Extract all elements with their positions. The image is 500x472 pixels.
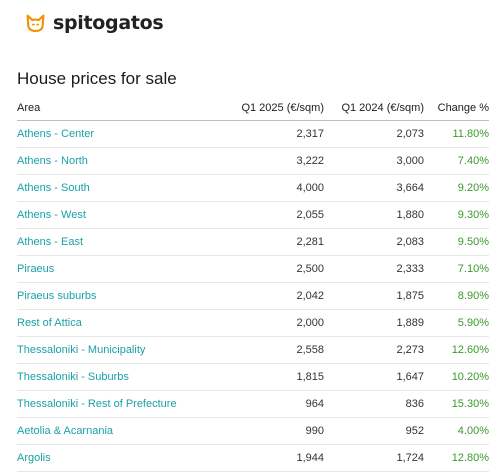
table-row: Aetolia & Acarnania 990 952 4.00% — [17, 417, 489, 445]
table-row: Piraeus 2,500 2,333 7.10% — [17, 255, 489, 283]
q1-2025-cell: 4,000 — [217, 174, 324, 202]
table-row: Athens - North 3,222 3,000 7.40% — [17, 147, 489, 175]
page-title: House prices for sale — [17, 69, 177, 88]
change-cell: 11.80% — [424, 120, 489, 148]
q1-2025-cell: 2,500 — [217, 255, 324, 283]
area-link[interactable]: Piraeus — [17, 255, 217, 283]
q1-2024-cell: 2,083 — [324, 228, 424, 256]
change-cell: 5.90% — [424, 309, 489, 337]
q1-2025-cell: 2,042 — [217, 282, 324, 310]
change-cell: 4.00% — [424, 417, 489, 445]
area-link[interactable]: Athens - Center — [17, 120, 217, 148]
q1-2024-cell: 1,647 — [324, 363, 424, 391]
q1-2024-cell: 1,889 — [324, 309, 424, 337]
change-cell: 7.40% — [424, 147, 489, 175]
table-header-row: Area Q1 2025 (€/sqm) Q1 2024 (€/sqm) Cha… — [17, 95, 489, 121]
q1-2025-cell: 2,000 — [217, 309, 324, 337]
q1-2025-cell: 3,222 — [217, 147, 324, 175]
q1-2025-cell: 2,317 — [217, 120, 324, 148]
change-cell: 8.90% — [424, 282, 489, 310]
table-row: Thessaloniki - Municipality 2,558 2,273 12.… — [17, 336, 489, 364]
area-link[interactable]: Piraeus suburbs — [17, 282, 217, 310]
change-cell: 12.80% — [424, 444, 489, 472]
cat-icon[interactable] — [25, 13, 46, 34]
q1-2024-cell: 3,000 — [324, 147, 424, 175]
q1-2024-cell: 2,073 — [324, 120, 424, 148]
column-header-q1-2024: Q1 2024 (€/sqm) — [324, 95, 424, 121]
q1-2024-cell: 952 — [324, 417, 424, 445]
area-link[interactable]: Thessaloniki - Suburbs — [17, 363, 217, 391]
q1-2024-cell: 1,724 — [324, 444, 424, 472]
table-row: Rest of Attica 2,000 1,889 5.90% — [17, 309, 489, 337]
area-link[interactable]: Argolis — [17, 444, 217, 472]
table-row: Athens - South 4,000 3,664 9.20% — [17, 174, 489, 202]
area-link[interactable]: Athens - South — [17, 174, 217, 202]
table-row: Piraeus suburbs 2,042 1,875 8.90% — [17, 282, 489, 310]
q1-2025-cell: 964 — [217, 390, 324, 418]
change-cell: 9.20% — [424, 174, 489, 202]
q1-2024-cell: 1,880 — [324, 201, 424, 229]
change-cell: 12.60% — [424, 336, 489, 364]
prices-table: Area Q1 2025 (€/sqm) Q1 2024 (€/sqm) Cha… — [17, 95, 489, 472]
table-row: Athens - West 2,055 1,880 9.30% — [17, 201, 489, 229]
column-header-change: Change % — [424, 95, 489, 121]
site-header: spitogatos — [25, 11, 164, 35]
q1-2025-cell: 2,558 — [217, 336, 324, 364]
q1-2025-cell: 2,281 — [217, 228, 324, 256]
q1-2024-cell: 2,273 — [324, 336, 424, 364]
change-cell: 9.50% — [424, 228, 489, 256]
table-row: Thessaloniki - Suburbs 1,815 1,647 10.20% — [17, 363, 489, 391]
q1-2025-cell: 1,944 — [217, 444, 324, 472]
change-cell: 15.30% — [424, 390, 489, 418]
q1-2025-cell: 990 — [217, 417, 324, 445]
q1-2025-cell: 2,055 — [217, 201, 324, 229]
q1-2024-cell: 3,664 — [324, 174, 424, 202]
area-link[interactable]: Aetolia & Acarnania — [17, 417, 217, 445]
table-row: Argolis 1,944 1,724 12.80% — [17, 444, 489, 472]
area-link[interactable]: Athens - East — [17, 228, 217, 256]
q1-2024-cell: 836 — [324, 390, 424, 418]
brand-logo-text[interactable]: spitogatos — [53, 12, 164, 34]
table-row: Athens - Center 2,317 2,073 11.80% — [17, 120, 489, 148]
area-link[interactable]: Thessaloniki - Municipality — [17, 336, 217, 364]
q1-2025-cell: 1,815 — [217, 363, 324, 391]
change-cell: 7.10% — [424, 255, 489, 283]
column-header-q1-2025: Q1 2025 (€/sqm) — [217, 95, 324, 121]
q1-2024-cell: 1,875 — [324, 282, 424, 310]
area-link[interactable]: Thessaloniki - Rest of Prefecture — [17, 390, 217, 418]
table-row: Athens - East 2,281 2,083 9.50% — [17, 228, 489, 256]
change-cell: 9.30% — [424, 201, 489, 229]
change-cell: 10.20% — [424, 363, 489, 391]
table-row: Thessaloniki - Rest of Prefecture 964 836 1… — [17, 390, 489, 418]
area-link[interactable]: Rest of Attica — [17, 309, 217, 337]
column-header-area: Area — [17, 95, 217, 121]
area-link[interactable]: Athens - North — [17, 147, 217, 175]
table-body: Athens - Center 2,317 2,073 11.80% Athens - … — [17, 120, 489, 472]
q1-2024-cell: 2,333 — [324, 255, 424, 283]
area-link[interactable]: Athens - West — [17, 201, 217, 229]
